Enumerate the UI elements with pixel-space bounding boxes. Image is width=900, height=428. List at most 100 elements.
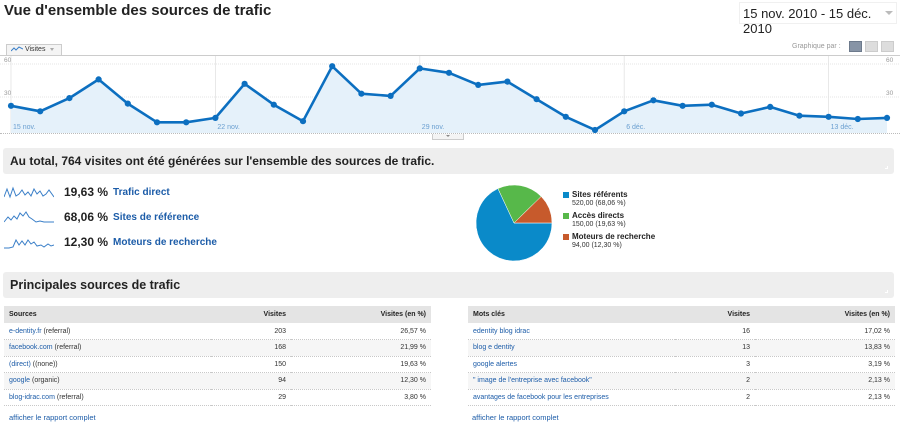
table-row: avantages de facebook pour les entrepris… — [468, 389, 895, 406]
table-row: google (organic) 94 12,30 % — [4, 372, 431, 390]
legend-swatch-icon — [563, 212, 569, 219]
resize-corner-icon — [885, 290, 888, 293]
summary-headline: Au total, 764 visites ont été générées s… — [10, 154, 435, 168]
pie-slice[interactable] — [475, 188, 553, 262]
col-header-sources[interactable]: Sources — [4, 306, 211, 323]
resize-corner-icon — [885, 166, 888, 169]
row-link[interactable]: blog e dentity — [473, 344, 515, 352]
table-row: blog e dentity 13 13,83 % — [468, 339, 895, 357]
cell-name: e-dentity.fr (referral) — [4, 323, 211, 340]
cell-name: " image de l'entreprise avec facebook" — [468, 372, 675, 390]
cell-name: avantages de facebook pour les entrepris… — [468, 389, 675, 406]
legend-item-referral: Sites référents 520,00 (68,06 %) — [563, 190, 655, 207]
row-link[interactable]: e-dentity.fr — [9, 327, 42, 335]
source-link-referral[interactable]: Sites de référence — [113, 211, 200, 223]
cell-visits-pct: 2,13 % — [755, 372, 895, 390]
source-pct: 12,30 % — [64, 235, 109, 249]
table-row: e-dentity.fr (referral) 203 26,57 % — [4, 323, 431, 340]
day-view-button[interactable] — [849, 41, 862, 52]
keywords-table: Mots clés Visites Visites (en %) edentit… — [468, 306, 895, 406]
medium-label: (referral) — [43, 327, 71, 335]
cell-visits: 2 — [675, 389, 755, 406]
cell-visits: 203 — [211, 323, 291, 340]
svg-text:29 nov.: 29 nov. — [422, 124, 444, 131]
svg-text:30: 30 — [4, 90, 12, 97]
table-row: blog-idrac.com (referral) 29 3,80 % — [4, 389, 431, 406]
source-row-direct: 19,63 % Trafic direct — [4, 183, 170, 201]
table-header-row: Sources Visites Visites (en %) — [4, 306, 431, 323]
col-header-visits-pct[interactable]: Visites (en %) — [755, 306, 895, 323]
month-view-button[interactable] — [881, 41, 894, 52]
metric-tab-label: Visites — [24, 46, 46, 53]
date-range-selector[interactable]: 15 nov. 2010 - 15 déc. 2010 — [739, 2, 897, 36]
cell-visits: 29 — [211, 389, 291, 406]
pie-slice[interactable] — [497, 184, 542, 224]
row-link[interactable]: (direct) — [9, 360, 31, 368]
sources-full-report-link[interactable]: afficher le rapport complet — [9, 413, 96, 422]
svg-text:13 déc.: 13 déc. — [831, 124, 854, 131]
legend-item-direct: Accès directs 150,00 (19,63 %) — [563, 211, 655, 228]
cell-visits-pct: 13,83 % — [755, 339, 895, 357]
cell-visits: 2 — [675, 372, 755, 390]
cell-name: google alertes — [468, 356, 675, 373]
sparkline-icon — [4, 238, 54, 249]
svg-text:60: 60 — [4, 57, 12, 64]
source-pct: 19,63 % — [64, 185, 109, 199]
top-sources-heading: Principales sources de trafic — [10, 278, 181, 292]
row-link[interactable]: blog-idrac.com — [9, 393, 55, 401]
cell-visits: 150 — [211, 356, 291, 373]
table-row: google alertes 3 3,19 % — [468, 356, 895, 373]
row-link[interactable]: facebook.com — [9, 344, 53, 352]
line-chart-icon — [10, 46, 24, 52]
cell-visits-pct: 3,19 % — [755, 356, 895, 373]
cell-name: edentity blog idrac — [468, 323, 675, 340]
table-row: facebook.com (referral) 168 21,99 % — [4, 339, 431, 357]
source-link-direct[interactable]: Trafic direct — [113, 186, 170, 198]
cell-name: (direct) ((none)) — [4, 356, 211, 373]
pie-legend: Sites référents 520,00 (68,06 %) Accès d… — [563, 190, 655, 253]
keywords-full-report-link[interactable]: afficher le rapport complet — [472, 413, 559, 422]
table-row: edentity blog idrac 16 17,02 % — [468, 323, 895, 340]
table-row: " image de l'entreprise avec facebook" 2 2… — [468, 372, 895, 390]
table-row: (direct) ((none)) 150 19,63 % — [4, 356, 431, 373]
row-link[interactable]: avantages de facebook pour les entrepris… — [473, 393, 609, 401]
col-header-visits[interactable]: Visites — [211, 306, 291, 323]
graph-by-label: Graphique par : — [792, 43, 841, 50]
pie-slice[interactable] — [513, 196, 553, 224]
medium-label: ((none)) — [32, 360, 58, 368]
svg-text:6 déc.: 6 déc. — [626, 124, 645, 131]
row-link[interactable]: " image de l'entreprise avec facebook" — [473, 377, 592, 385]
svg-text:60: 60 — [886, 57, 894, 64]
cell-visits: 3 — [675, 356, 755, 373]
summary-banner: Au total, 764 visites ont été générées s… — [3, 148, 894, 174]
page-title: Vue d'ensemble des sources de trafic — [4, 2, 272, 19]
cell-visits-pct: 26,57 % — [291, 323, 431, 340]
col-header-visits-pct[interactable]: Visites (en %) — [291, 306, 431, 323]
chart-expand-handle[interactable] — [432, 134, 464, 140]
sparkline-icon — [4, 211, 54, 223]
col-header-keywords[interactable]: Mots clés — [468, 306, 675, 323]
week-view-button[interactable] — [865, 41, 878, 52]
cell-visits: 13 — [675, 339, 755, 357]
traffic-sources-pie-chart[interactable] — [474, 183, 554, 263]
table-header-row: Mots clés Visites Visites (en %) — [468, 306, 895, 323]
row-link[interactable]: google — [9, 377, 31, 385]
cell-name: google (organic) — [4, 372, 211, 390]
chart-top-border — [0, 55, 900, 56]
source-row-search: 12,30 % Moteurs de recherche — [4, 233, 217, 251]
row-link[interactable]: edentity blog idrac — [473, 327, 530, 335]
medium-label: (organic) — [31, 377, 60, 385]
cell-visits: 16 — [675, 323, 755, 340]
top-sources-banner: Principales sources de trafic — [3, 272, 894, 298]
source-pct: 68,06 % — [64, 210, 109, 224]
visits-line-chart[interactable]: 30 30 60 60 15 nov. 22 nov. 29 nov. 6 déc. 13 dé… — [0, 56, 900, 134]
source-link-search[interactable]: Moteurs de recherche — [113, 236, 217, 248]
cell-visits-pct: 21,99 % — [291, 339, 431, 357]
metric-selector-tab[interactable]: Visites — [6, 44, 62, 56]
cell-name: blog e dentity — [468, 339, 675, 357]
medium-label: (referral) — [54, 344, 82, 352]
row-link[interactable]: google alertes — [473, 360, 517, 368]
cell-name: blog-idrac.com (referral) — [4, 389, 211, 406]
sources-table: Sources Visites Visites (en %) e-dentity… — [4, 306, 431, 406]
col-header-visits[interactable]: Visites — [675, 306, 755, 323]
